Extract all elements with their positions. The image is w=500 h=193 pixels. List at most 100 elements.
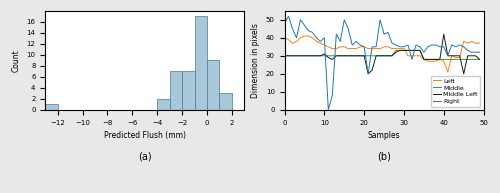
Right [464, 49, 470, 52]
Middle [393, 49, 399, 52]
Left [361, 46, 367, 48]
Middle [433, 58, 439, 61]
Middle Left [314, 55, 320, 57]
Middle Left [405, 49, 411, 52]
Left [409, 55, 415, 57]
Right [429, 44, 435, 46]
Left [417, 55, 423, 57]
Left [322, 44, 328, 46]
Middle Left [290, 55, 296, 57]
Middle Left [373, 55, 379, 57]
Middle [298, 55, 304, 57]
Right [468, 51, 474, 53]
Middle Left [472, 55, 478, 57]
Middle [286, 55, 292, 57]
Middle Left [449, 55, 455, 57]
Middle [429, 58, 435, 61]
Left [369, 47, 375, 50]
Right [298, 19, 304, 21]
Left [294, 40, 300, 42]
Middle Left [377, 55, 383, 57]
Middle Left [338, 55, 344, 57]
Middle Left [425, 58, 431, 61]
Left [330, 47, 336, 50]
Right [306, 30, 312, 32]
X-axis label: Samples: Samples [368, 131, 400, 140]
Right [361, 46, 367, 48]
Text: (b): (b) [377, 151, 391, 161]
Right [377, 19, 383, 21]
Middle Left [389, 55, 395, 57]
Middle [401, 49, 407, 52]
Right [353, 40, 359, 42]
Middle [452, 58, 458, 61]
Middle [357, 55, 363, 57]
Left [437, 58, 443, 61]
Middle [476, 58, 482, 61]
Bar [207, 60, 220, 110]
Middle [397, 49, 403, 52]
Middle [409, 49, 415, 52]
Left [425, 60, 431, 62]
Left [314, 40, 320, 42]
Right [342, 19, 347, 21]
Middle Left [445, 55, 451, 57]
Middle Left [298, 55, 304, 57]
Left [290, 42, 296, 44]
X-axis label: Predicted Flush (mm): Predicted Flush (mm) [104, 131, 186, 140]
Right [369, 46, 375, 48]
Right [389, 42, 395, 44]
Middle Left [437, 58, 443, 61]
Middle Left [464, 55, 470, 57]
Right [322, 37, 328, 39]
Middle Left [294, 55, 300, 57]
Middle Left [385, 55, 391, 57]
Middle [282, 55, 288, 57]
Middle Left [353, 55, 359, 57]
Middle Left [342, 55, 347, 57]
Left [357, 46, 363, 48]
Middle [306, 55, 312, 57]
Middle [373, 55, 379, 57]
Right [330, 94, 336, 96]
Legend: Left, Middle, Middle Left, Right: Left, Middle, Middle Left, Right [431, 76, 480, 107]
Right [310, 31, 316, 34]
Middle [468, 58, 474, 61]
Bar [170, 71, 182, 110]
Middle [310, 55, 316, 57]
Right [452, 46, 458, 48]
Left [385, 46, 391, 48]
Middle [381, 55, 387, 57]
Y-axis label: Count: Count [12, 49, 21, 72]
Right [334, 33, 340, 35]
Left [393, 47, 399, 50]
Middle Left [302, 55, 308, 57]
Middle Left [345, 55, 351, 57]
Right [373, 46, 379, 48]
Right [460, 46, 466, 48]
Bar [220, 93, 232, 110]
Right [385, 31, 391, 34]
Left [429, 60, 435, 62]
Left [449, 55, 455, 57]
Middle Left [441, 33, 447, 35]
Middle Left [413, 49, 419, 52]
Middle [389, 55, 395, 57]
Middle [441, 58, 447, 61]
Right [472, 51, 478, 53]
Middle [353, 55, 359, 57]
Right [318, 40, 324, 42]
Middle [318, 55, 324, 57]
Right [401, 46, 407, 48]
Right [357, 44, 363, 46]
Right [417, 46, 423, 48]
Middle Left [433, 58, 439, 61]
Left [389, 47, 395, 50]
Middle [365, 55, 371, 57]
Left [413, 55, 419, 57]
Right [381, 33, 387, 35]
Left [298, 37, 304, 39]
Left [445, 71, 451, 73]
Middle [302, 55, 308, 57]
Left [433, 60, 439, 62]
